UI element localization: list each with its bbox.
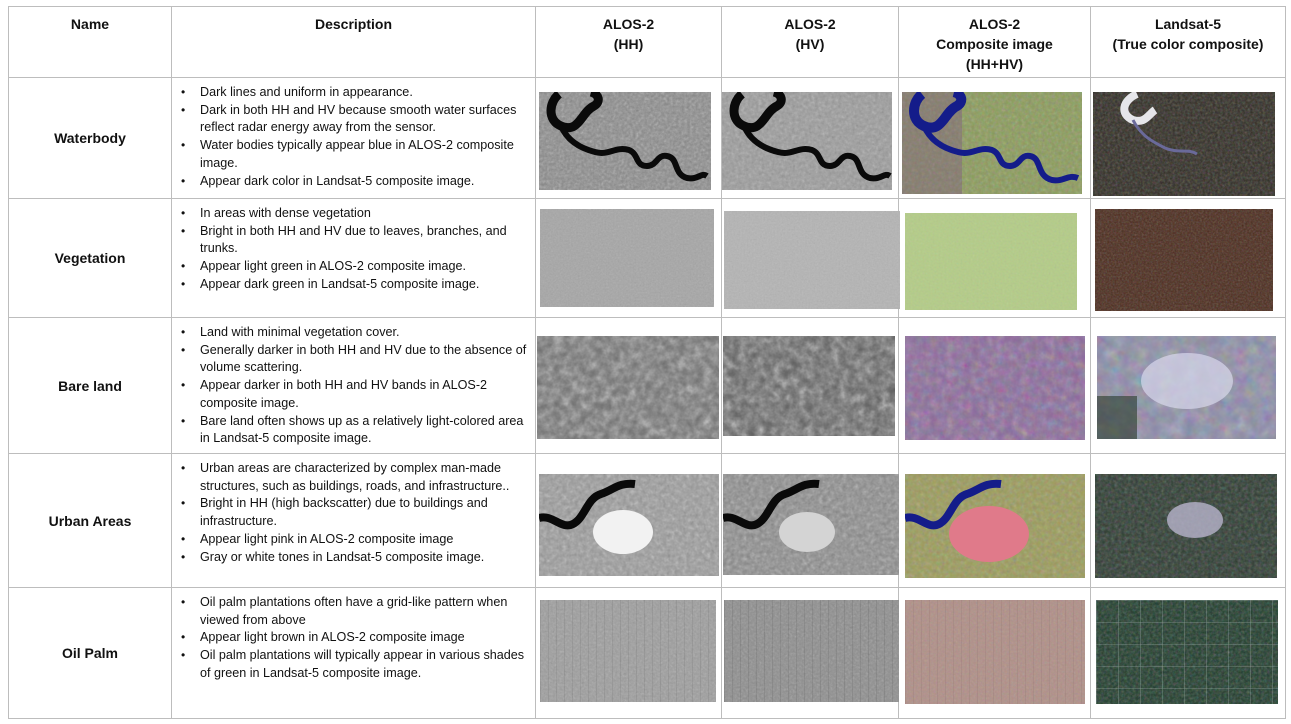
- row-name: Urban Areas: [9, 454, 172, 588]
- bullet: Oil palm plantations will typically appe…: [200, 647, 531, 682]
- bare-land-hh-image: [537, 336, 719, 439]
- waterbody-composite-image: [902, 92, 1082, 194]
- bullet: Appear dark green in Landsat-5 composite…: [200, 276, 531, 294]
- oil-palm-landsat-image: [1096, 600, 1278, 704]
- row-description: Dark lines and uniform in appearance. Da…: [172, 78, 536, 199]
- bare-land-landsat-image: [1097, 336, 1276, 439]
- vegetation-composite-image: [905, 213, 1077, 310]
- waterbody-hv-image: [722, 92, 892, 190]
- oil-palm-hh-image: [540, 600, 716, 702]
- oil-palm-composite-image: [905, 600, 1085, 704]
- row-description: In areas with dense vegetation Bright in…: [172, 199, 536, 318]
- bare-land-composite-image: [905, 336, 1085, 440]
- vegetation-hv-image: [724, 211, 900, 309]
- bullet: Dark lines and uniform in appearance.: [200, 84, 531, 102]
- row-description: Land with minimal vegetation cover. Gene…: [172, 318, 536, 454]
- bullet: Appear light green in ALOS-2 composite i…: [200, 258, 531, 276]
- header-description: Description: [172, 7, 536, 78]
- vegetation-hh-image: [540, 209, 714, 307]
- urban-areas-landsat-image: [1095, 474, 1277, 578]
- row-waterbody: Waterbody Dark lines and uniform in appe…: [9, 78, 1286, 199]
- oil-palm-hv-image: [724, 600, 899, 702]
- row-oil-palm: Oil Palm Oil palm plantations often have…: [9, 588, 1286, 719]
- row-urban-areas: Urban Areas Urban areas are characterize…: [9, 454, 1286, 588]
- row-name: Bare land: [9, 318, 172, 454]
- urban-areas-hh-image: [539, 474, 719, 576]
- urban-areas-composite-image: [905, 474, 1085, 578]
- waterbody-hh-image: [539, 92, 711, 190]
- header-landsat5: Landsat-5 (True color composite): [1091, 7, 1286, 78]
- bullet: Appear darker in both HH and HV bands in…: [200, 377, 531, 412]
- bullet: Urban areas are characterized by complex…: [200, 460, 531, 495]
- header-alos2-composite: ALOS-2 Composite image (HH+HV): [899, 7, 1091, 78]
- header-alos2-hv: ALOS-2 (HV): [722, 7, 899, 78]
- bullet: Generally darker in both HH and HV due t…: [200, 342, 531, 377]
- bullet: Water bodies typically appear blue in AL…: [200, 137, 531, 172]
- bullet: Appear light pink in ALOS-2 composite im…: [200, 531, 531, 549]
- bullet: Appear light brown in ALOS-2 composite i…: [200, 629, 531, 647]
- classification-table: Name Description ALOS-2 (HH) ALOS-2 (HV) A…: [8, 6, 1286, 719]
- bullet: Bright in HH (high backscatter) due to b…: [200, 495, 531, 530]
- row-name: Oil Palm: [9, 588, 172, 719]
- header-row: Name Description ALOS-2 (HH) ALOS-2 (HV) A…: [9, 7, 1286, 78]
- waterbody-landsat-image: [1093, 92, 1275, 196]
- bare-land-hv-image: [723, 336, 895, 436]
- bullet: Oil palm plantations often have a grid-l…: [200, 594, 531, 629]
- header-alos2-hh: ALOS-2 (HH): [536, 7, 722, 78]
- bullet: Dark in both HH and HV because smooth wa…: [200, 102, 531, 137]
- bullet: Gray or white tones in Landsat-5 composi…: [200, 549, 531, 567]
- bullet: Land with minimal vegetation cover.: [200, 324, 531, 342]
- row-description: Urban areas are characterized by complex…: [172, 454, 536, 588]
- vegetation-landsat-image: [1095, 209, 1273, 311]
- bullet: Appear dark color in Landsat-5 composite…: [200, 173, 531, 191]
- row-bare-land: Bare land Land with minimal vegetation c…: [9, 318, 1286, 454]
- bullet: In areas with dense vegetation: [200, 205, 531, 223]
- bullet: Bright in both HH and HV due to leaves, …: [200, 223, 531, 258]
- row-vegetation: Vegetation In areas with dense vegetatio…: [9, 199, 1286, 318]
- urban-areas-hv-image: [723, 474, 899, 575]
- row-name: Waterbody: [9, 78, 172, 199]
- row-name: Vegetation: [9, 199, 172, 318]
- row-description: Oil palm plantations often have a grid-l…: [172, 588, 536, 719]
- bullet: Bare land often shows up as a relatively…: [200, 413, 531, 448]
- header-name: Name: [9, 7, 172, 78]
